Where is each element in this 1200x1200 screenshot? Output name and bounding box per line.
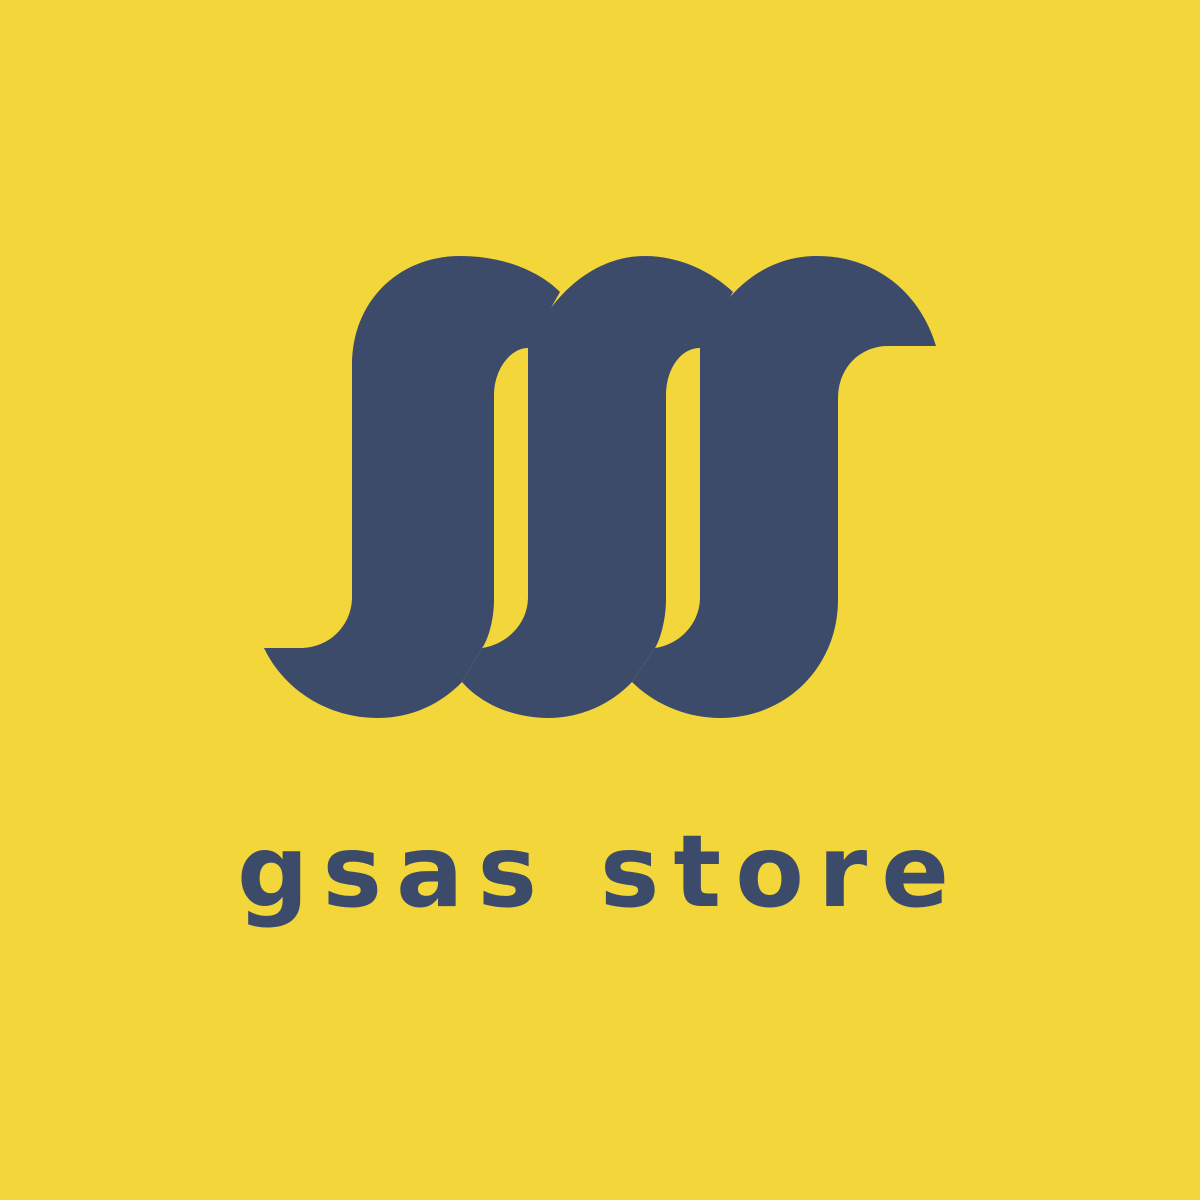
logo-wave-right (632, 256, 936, 718)
logo-wave-middle (462, 256, 733, 718)
logo-wave-left (264, 256, 560, 718)
brand-wordmark: gsas store (236, 813, 964, 930)
logo-mark (264, 256, 936, 718)
